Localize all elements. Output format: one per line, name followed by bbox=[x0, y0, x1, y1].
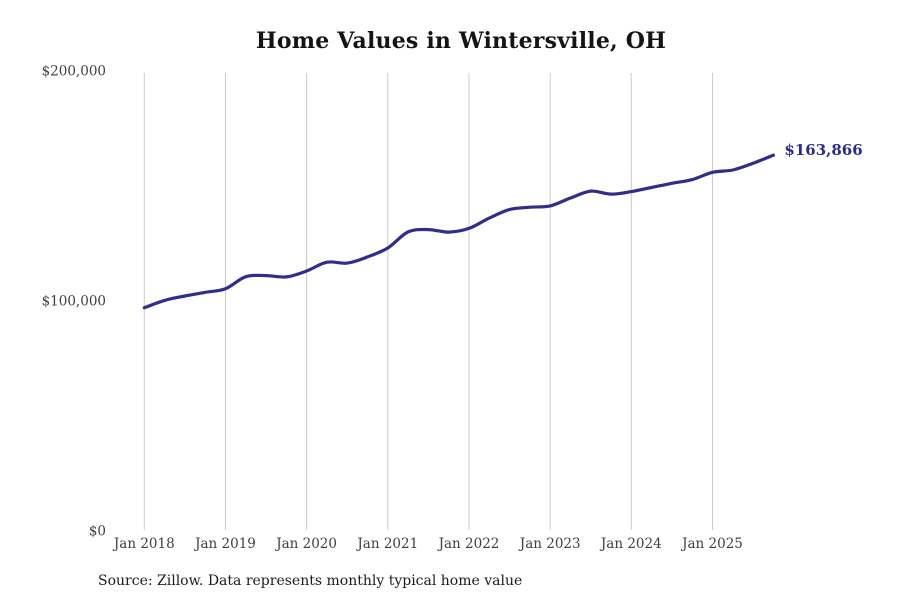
x-tick-label: Jan 2025 bbox=[682, 536, 743, 552]
y-tick-label: $100,000 bbox=[41, 293, 106, 310]
source-note: Source: Zillow. Data represents monthly … bbox=[98, 573, 523, 589]
latest-value-annotation: $163,866 bbox=[784, 141, 863, 160]
x-tick-label: Jan 2020 bbox=[276, 536, 337, 552]
y-tick-label: $200,000 bbox=[41, 63, 106, 80]
x-tick-label: Jan 2021 bbox=[357, 536, 419, 552]
home-value-line-series bbox=[142, 153, 775, 310]
x-tick-label: Jan 2019 bbox=[195, 536, 256, 552]
x-tick-label: Jan 2023 bbox=[519, 536, 581, 552]
x-tick-label: Jan 2022 bbox=[438, 536, 500, 552]
x-tick-label: Jan 2018 bbox=[113, 536, 175, 552]
chart-title: Home Values in Wintersville, OH bbox=[255, 28, 667, 54]
gridlines bbox=[143, 73, 713, 530]
x-tick-label: Jan 2024 bbox=[600, 536, 662, 552]
y-tick-label: $0 bbox=[88, 523, 106, 540]
